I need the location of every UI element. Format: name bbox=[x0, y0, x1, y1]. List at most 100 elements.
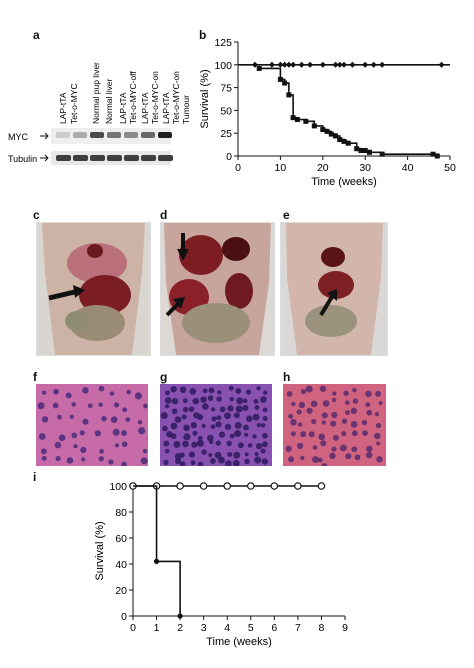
tubulin-band bbox=[90, 155, 105, 161]
x-tick-label: 4 bbox=[224, 622, 230, 634]
x-tick-label: 0 bbox=[130, 622, 136, 634]
data-point bbox=[294, 117, 300, 123]
panel-label-i: i bbox=[33, 470, 37, 484]
x-tick-label: 2 bbox=[177, 622, 183, 634]
lane-label: Tet-o-MYC bbox=[69, 83, 79, 124]
data-point bbox=[286, 92, 292, 98]
data-point bbox=[379, 151, 385, 157]
arrow-icon bbox=[173, 297, 185, 309]
x-tick-label: 1 bbox=[154, 622, 160, 634]
data-point bbox=[270, 482, 279, 490]
data-point bbox=[277, 61, 284, 68]
data-point bbox=[438, 61, 445, 68]
panel-label-b: b bbox=[199, 28, 207, 42]
myc-band bbox=[56, 132, 70, 138]
lane-label: LAP-tTA bbox=[118, 92, 128, 124]
y-tick-label: 20 bbox=[115, 585, 127, 597]
data-point bbox=[319, 61, 326, 68]
data-point bbox=[307, 61, 314, 68]
data-point bbox=[358, 148, 364, 154]
arrow-icon bbox=[327, 289, 337, 301]
data-point bbox=[290, 61, 297, 68]
data-point bbox=[223, 482, 232, 490]
tubulin-band bbox=[107, 155, 122, 161]
series-line bbox=[133, 485, 181, 616]
survival-chart-i: 0 1 2 3 4 5 6 7 8 9 0 20 40 60 80 100 Time (weeks) Surviv… bbox=[94, 481, 348, 648]
data-point bbox=[199, 482, 208, 490]
data-point bbox=[366, 149, 372, 155]
data-point bbox=[328, 131, 334, 137]
x-tick-label: 50 bbox=[444, 162, 456, 174]
data-point bbox=[379, 61, 386, 68]
myc-arrow-icon bbox=[40, 132, 49, 140]
y-tick-label: 100 bbox=[214, 60, 232, 72]
myc-bands bbox=[56, 132, 172, 138]
x-tick-label: 10 bbox=[275, 162, 287, 174]
x-tick-label: 5 bbox=[248, 622, 254, 634]
x-tick-label: 40 bbox=[402, 162, 414, 174]
data-point bbox=[332, 61, 339, 68]
panel-label-h: h bbox=[283, 370, 291, 384]
y-tick-label: 25 bbox=[220, 128, 232, 140]
blot-row-label-tubulin: Tubulin bbox=[8, 154, 37, 164]
x-tick-label: 8 bbox=[319, 622, 325, 634]
data-point bbox=[362, 148, 368, 154]
data-point bbox=[317, 482, 326, 490]
y-tick-label: 50 bbox=[220, 105, 232, 117]
tubulin-band bbox=[158, 155, 173, 161]
x-tick-label: 6 bbox=[271, 622, 277, 634]
photo-e bbox=[280, 222, 388, 356]
photo-c bbox=[36, 222, 151, 356]
data-point bbox=[246, 482, 255, 490]
x-tick-label: 3 bbox=[201, 622, 207, 634]
lane-label: LAP-tTA bbox=[161, 92, 171, 124]
western-blot: LAP-tTA Tet-o-MYC Normal pup liver Normal l… bbox=[8, 62, 191, 165]
lane-label: LAP-tTA bbox=[140, 92, 150, 124]
histology-h bbox=[283, 384, 386, 466]
arrow-icon bbox=[73, 285, 85, 298]
y-tick-label: 75 bbox=[220, 83, 232, 95]
survival-chart-b: 0 10 20 30 40 50 0 25 50 75 100 125 Time (weeks) Surv… bbox=[199, 37, 456, 188]
data-point bbox=[290, 115, 296, 121]
x-tick-label: 0 bbox=[235, 162, 241, 174]
x-tick-label: 7 bbox=[295, 622, 301, 634]
panel-label-e: e bbox=[283, 208, 290, 222]
y-tick-label: 40 bbox=[115, 559, 127, 571]
x-axis-label: Time (weeks) bbox=[206, 636, 272, 648]
photo-d bbox=[160, 222, 275, 356]
data-point bbox=[354, 146, 360, 152]
panel-label-a: a bbox=[33, 28, 40, 42]
data-point bbox=[311, 123, 317, 129]
data-point bbox=[256, 65, 262, 71]
data-point bbox=[251, 61, 258, 68]
data-point bbox=[298, 61, 305, 68]
myc-band bbox=[73, 132, 87, 138]
tubulin-band bbox=[73, 155, 88, 161]
tubulin-band bbox=[124, 155, 139, 161]
myc-band bbox=[90, 132, 104, 138]
data-point bbox=[294, 482, 302, 490]
panel-label-d: d bbox=[160, 208, 168, 222]
data-point bbox=[320, 127, 326, 133]
blot-row-label-myc: MYC bbox=[8, 132, 29, 142]
y-axis-label: Survival (%) bbox=[199, 69, 211, 128]
panel-label-f: f bbox=[33, 370, 37, 384]
data-point bbox=[430, 151, 436, 157]
lane-labels: LAP-tTA Tet-o-MYC Normal pup liver Normal l… bbox=[58, 62, 191, 124]
data-point bbox=[341, 138, 347, 144]
x-tick-label: 9 bbox=[342, 622, 348, 634]
data-point bbox=[303, 118, 309, 124]
myc-band bbox=[124, 132, 138, 138]
data-point bbox=[370, 61, 377, 68]
y-tick-label: 125 bbox=[214, 37, 232, 49]
data-point bbox=[349, 61, 356, 68]
tubulin-band bbox=[56, 155, 71, 161]
data-point bbox=[341, 61, 347, 68]
data-point bbox=[324, 128, 330, 134]
data-point bbox=[336, 61, 343, 68]
data-point bbox=[281, 61, 288, 68]
histology-f bbox=[36, 384, 148, 466]
data-point bbox=[277, 76, 283, 82]
lane-label: Normal liver bbox=[104, 78, 114, 124]
lane-label: Tumour bbox=[181, 95, 191, 124]
